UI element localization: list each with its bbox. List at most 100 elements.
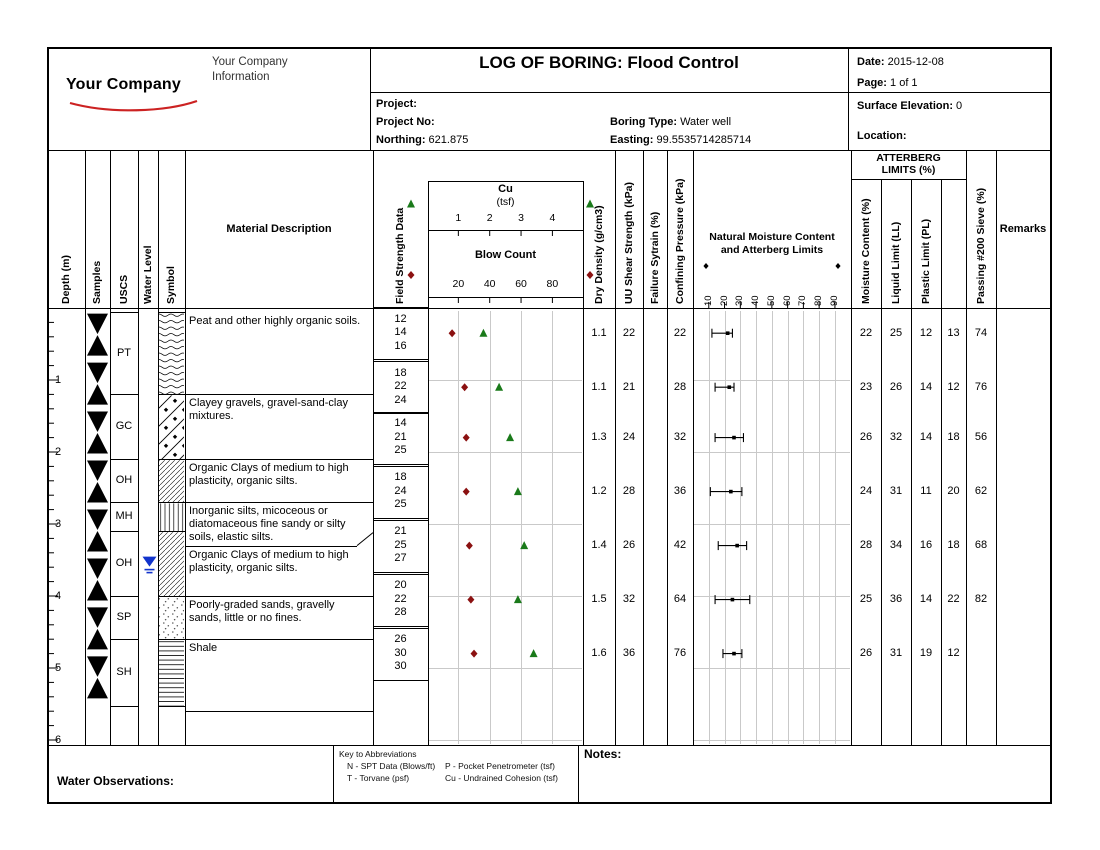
border-line: [941, 179, 942, 745]
row-value-uu-shear: 36: [622, 647, 636, 660]
row-value-dry-density: 1.1: [591, 326, 607, 339]
border-line: [110, 531, 138, 533]
atterberg-header: ATTERBERG: [876, 152, 941, 164]
cu-legend-marker: [586, 199, 594, 208]
border-line: [771, 311, 773, 744]
row-value-plasticity-index: 13: [947, 326, 960, 339]
blow-count-title: Blow Count: [474, 249, 537, 261]
row-value-liquid-limit: 32: [889, 431, 903, 444]
row-value-liquid-limit: 36: [889, 593, 903, 606]
row-value-passing: 76: [974, 380, 988, 393]
key-item-p: P - Pocket Penetrometer (tsf): [445, 761, 555, 771]
row-value-moisture: 22: [859, 326, 873, 339]
row-value-confining: 42: [673, 539, 687, 552]
blow-data-marker: [462, 487, 470, 496]
column-header: Failure Sytrain (%): [649, 211, 661, 304]
border-line: [85, 150, 86, 745]
border-line: [428, 181, 583, 182]
moisture-point: [735, 543, 739, 548]
border-line: [966, 150, 967, 745]
field-strength-values: 12 14 16: [394, 312, 407, 352]
key-title: Key to Abbreviations: [339, 749, 417, 759]
surface-elevation-value: 0: [956, 100, 963, 112]
moisture-point: [725, 331, 730, 335]
project-label: Project:: [376, 98, 417, 110]
border-line: [185, 545, 357, 547]
soil-pattern-oh: [159, 532, 184, 596]
row-value-passing: 56: [974, 431, 988, 444]
border-line: [370, 48, 371, 150]
date-label: Date:: [857, 56, 885, 68]
column-header: 40: [750, 295, 762, 306]
company-info-line2: Information: [212, 71, 270, 83]
cu-tick-label: 2: [486, 212, 493, 224]
border-line: [693, 150, 694, 745]
column-header: Symbol: [165, 266, 177, 304]
soil-pattern-oh: [159, 460, 184, 503]
sample-symbol: [87, 460, 108, 482]
sample-symbol: [87, 677, 108, 699]
border-line: [429, 596, 582, 597]
border-line: [158, 706, 185, 708]
border-line: [429, 740, 582, 741]
border-line: [428, 230, 583, 231]
row-value-liquid-limit: 34: [889, 539, 903, 552]
row-value-confining: 22: [673, 326, 687, 339]
sample-symbol: [87, 482, 108, 503]
blow-data-marker: [462, 433, 470, 442]
border-line: [643, 150, 644, 745]
depth-label: 1: [55, 374, 62, 386]
date-value: 2015-12-08: [887, 56, 944, 68]
blow-data-marker: [465, 541, 473, 550]
moisture-chart-title: Natural Moisture Content: [709, 231, 835, 243]
row-value-uu-shear: 22: [622, 326, 636, 339]
cu-legend-marker: [407, 199, 415, 208]
column-header: Field Strength Data: [394, 207, 406, 304]
uscs-label: SH: [116, 666, 132, 679]
blow-data-marker: [470, 649, 478, 658]
border-line: [185, 639, 373, 641]
row-value-confining: 76: [673, 647, 687, 660]
border-line: [158, 150, 159, 745]
cu-data-marker: [520, 541, 529, 550]
border-line: [158, 596, 185, 597]
row-value-confining: 28: [673, 380, 687, 393]
depth-label: 5: [55, 662, 62, 674]
company-info-line1: Your Company: [212, 56, 288, 68]
border-line: [373, 571, 428, 573]
key-item-cu: Cu - Undrained Cohesion (tsf): [445, 773, 558, 783]
column-header: Moisture Content (%): [860, 198, 872, 304]
easting-value: 99.5535714285714: [656, 134, 752, 146]
border-line: [848, 48, 849, 150]
border-line: [787, 311, 789, 744]
border-line: [489, 311, 491, 744]
material-description-header: Material Description: [226, 223, 332, 235]
row-value-plastic-limit: 16: [919, 539, 933, 552]
row-value-liquid-limit: 26: [889, 380, 903, 393]
border-line: [819, 311, 821, 744]
row-value-plasticity-index: 20: [947, 485, 960, 498]
material-description: Poorly-graded sands, gravelly sands, lit…: [189, 599, 335, 624]
border-line: [185, 394, 373, 396]
field-strength-values: 18 22 24: [394, 366, 407, 406]
cu-data-marker: [529, 649, 538, 658]
border-line: [138, 150, 139, 745]
border-line: [373, 627, 428, 629]
column-header: UU Shear Strength (kPa): [623, 182, 635, 304]
border-line: [583, 181, 584, 745]
border-line: [373, 679, 428, 681]
row-value-plastic-limit: 12: [919, 326, 933, 339]
border-line: [110, 502, 138, 504]
cu-data-marker: [495, 382, 504, 391]
cu-data-marker: [513, 595, 522, 604]
row-value-plasticity-index: 12: [947, 647, 960, 660]
surface-elevation-label: Surface Elevation:: [857, 100, 953, 112]
row-value-uu-shear: 24: [622, 431, 636, 444]
border-line: [158, 502, 185, 504]
border-line: [185, 459, 373, 461]
border-line: [158, 459, 185, 461]
border-line: [373, 573, 428, 575]
row-value-moisture: 23: [859, 380, 873, 393]
soil-pattern-mh: [159, 503, 184, 532]
